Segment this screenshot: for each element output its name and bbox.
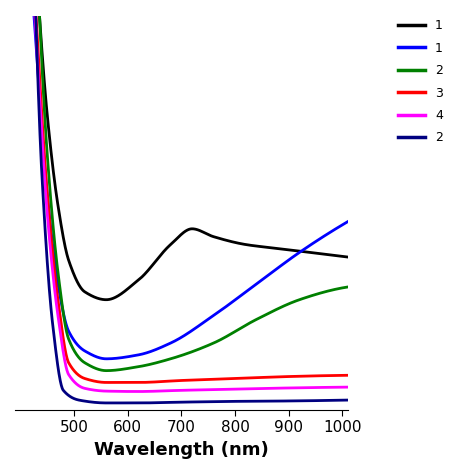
X-axis label: Wavelength (nm): Wavelength (nm) <box>94 441 269 459</box>
Legend: 1, 1, 2, 3, 4, 2: 1, 1, 2, 3, 4, 2 <box>392 14 448 149</box>
